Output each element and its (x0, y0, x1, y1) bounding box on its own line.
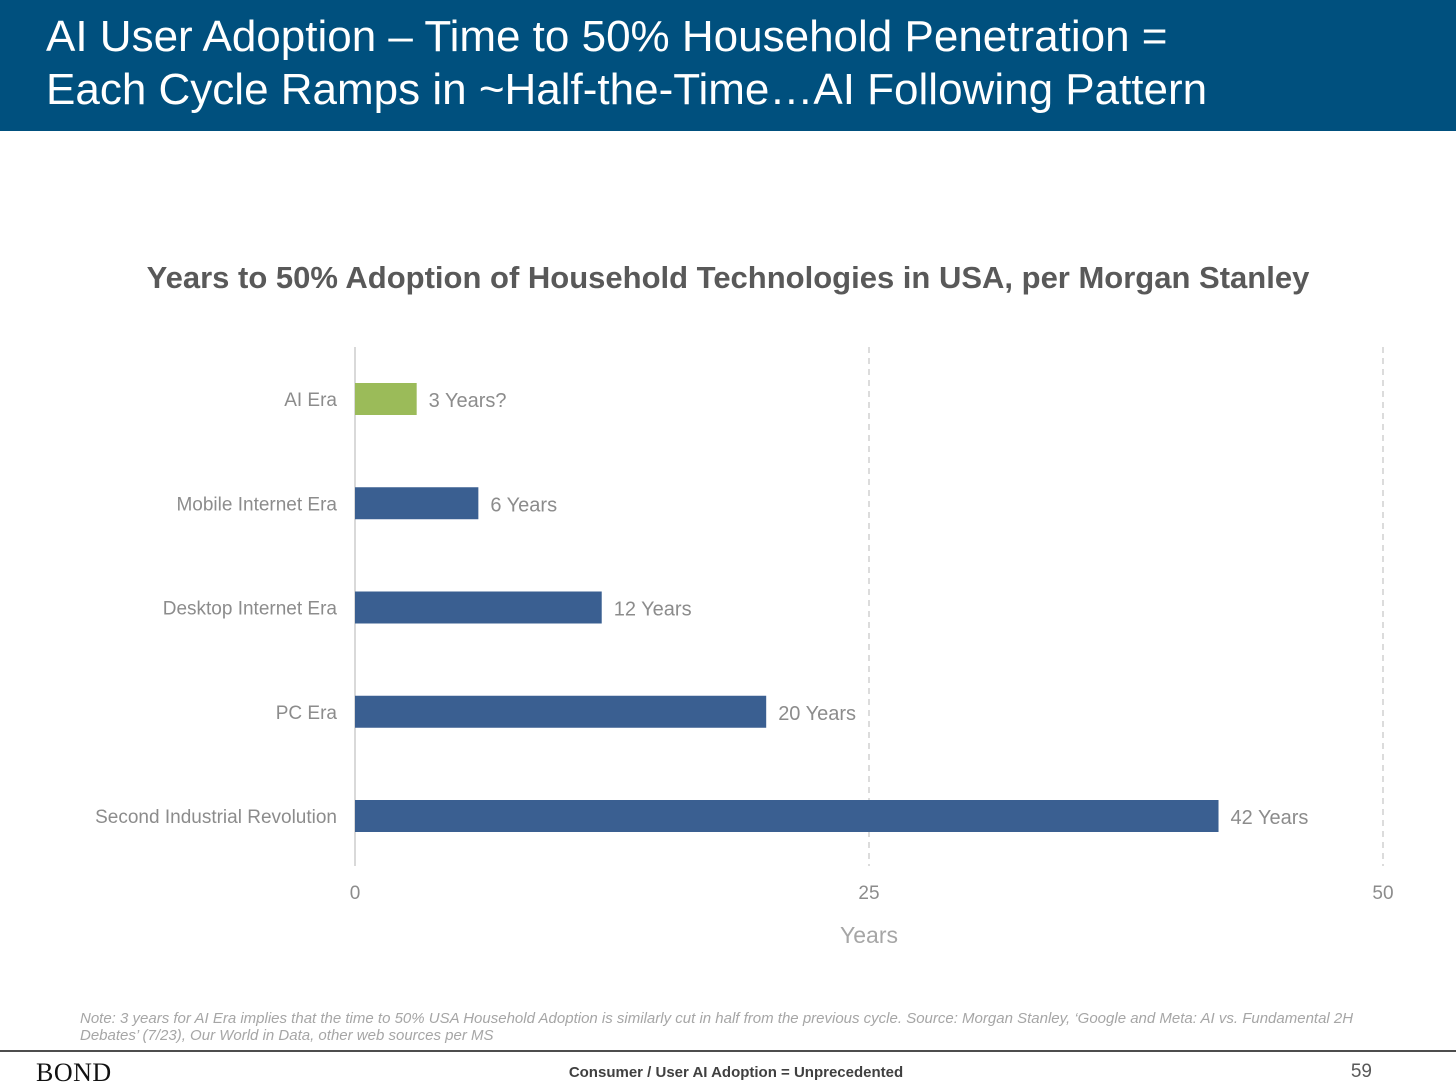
bond-logo: BOND (36, 1058, 112, 1087)
footer-section-title: Consumer / User AI Adoption = Unpreceden… (568, 1064, 904, 1081)
footer-divider (0, 1050, 1456, 1052)
bar (355, 383, 417, 415)
page-number: 59 (1350, 1061, 1372, 1082)
bar-chart: 0 25 50 AI Era 3 Years? Mobile Internet Era 6 … (95, 347, 1394, 948)
x-tick-label: 50 (1372, 883, 1393, 904)
header-banner: AI User Adoption – Time to 50% Household… (0, 0, 1456, 131)
slide-title-line-2: Each Cycle Ramps in ~Half-the-Time…AI Fo… (46, 65, 1208, 114)
category-label: Desktop Internet Era (163, 599, 338, 620)
data-label: 42 Years (1231, 807, 1309, 829)
source-note: Note: 3 years for AI Era implies that th… (80, 1010, 1354, 1044)
chart-title: Years to 50% Adoption of Household Techn… (146, 260, 1310, 295)
slide-title-line-1: AI User Adoption – Time to 50% Household… (46, 12, 1168, 61)
data-label: 12 Years (614, 599, 692, 621)
bar (355, 591, 602, 624)
category-label: Mobile Internet Era (176, 494, 337, 515)
x-tick-label: 25 (858, 883, 879, 904)
category-label: PC Era (276, 703, 338, 724)
data-label: 3 Years? (429, 390, 507, 412)
bar (355, 487, 479, 520)
category-label: AI Era (284, 390, 337, 411)
x-axis-title: Years (840, 922, 898, 948)
x-tick-label: 0 (350, 883, 361, 904)
data-label: 20 Years (778, 703, 856, 725)
bar (355, 800, 1219, 832)
category-label: Second Industrial Revolution (95, 807, 337, 828)
data-label: 6 Years (490, 494, 557, 516)
bar (355, 695, 767, 728)
